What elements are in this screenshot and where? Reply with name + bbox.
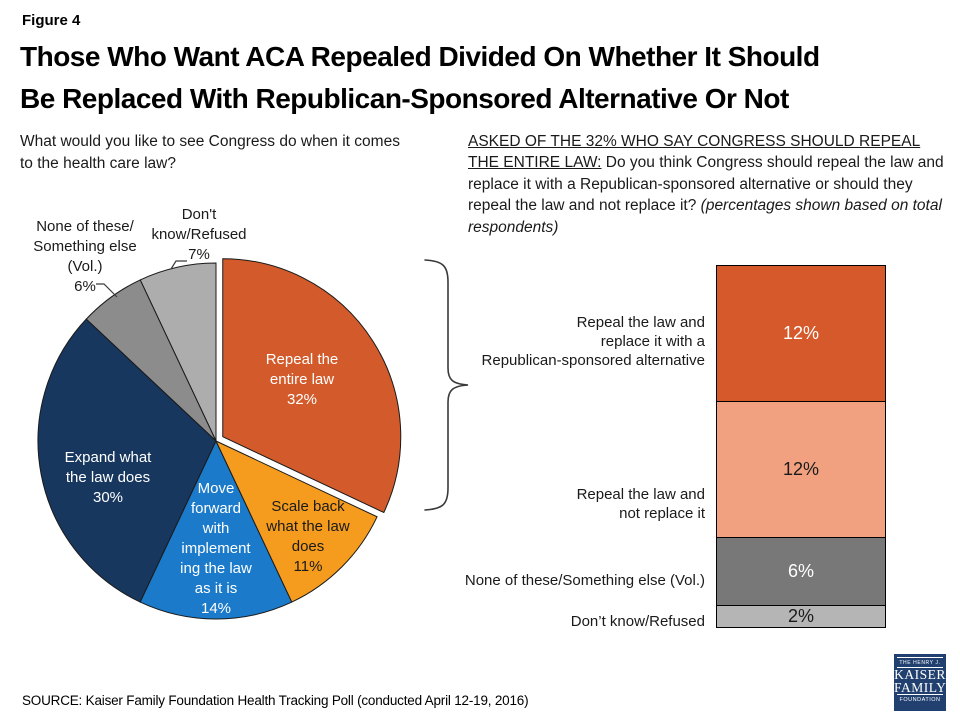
kff-logo: THE HENRY J. KAISER FAMILY FOUNDATION (894, 654, 946, 711)
survey-question-right: ASKED OF THE 32% WHO SAY CONGRESS SHOULD… (468, 131, 954, 238)
logo-rule-middle (897, 667, 943, 668)
question-right-underlined: ASKED OF THE 32% WHO SAY CONGRESS SHOULD… (468, 133, 921, 172)
survey-question-left: What would you like to see Congress do w… (20, 133, 400, 172)
pie-chart-area: None of these/ Something else (Vol.) 6% … (0, 200, 500, 650)
pie-label-move-forward: Move forward with implement ing the law … (180, 480, 252, 617)
bar-segment-value-2: 6% (787, 561, 814, 581)
bar-label-dont-know: Don’t know/Refused (570, 613, 705, 630)
bar-segment-0: 12% (716, 265, 886, 402)
pie-label-dont-know: Don't know/Refused 7% (151, 206, 247, 263)
question-right-normal: Do you think Congress should repeal the … (468, 154, 944, 215)
logo-text-foundation: FOUNDATION (899, 697, 941, 703)
source-note: SOURCE: Kaiser Family Foundation Health … (22, 693, 529, 708)
bar-segment-value-1: 12% (782, 459, 820, 479)
curly-brace-path (424, 259, 469, 511)
bar-label-none-of-these: None of these/Something else (Vol.) (464, 572, 705, 589)
logo-text-henry-j: THE HENRY J. (899, 660, 941, 666)
pie-label-scale-back: Scale back what the law does 11% (266, 498, 350, 575)
leader-line-dont-know (170, 260, 187, 270)
leader-line-none-of-these (96, 283, 118, 298)
stacked-bar-chart: 12% 12% 6% 2% (716, 265, 886, 631)
page-title: Those Who Want ACA Repealed Divided On W… (20, 41, 820, 114)
bar-segment-1: 12% (716, 401, 886, 538)
logo-text-family: FAMILY (894, 680, 947, 695)
pie-label-none-of-these: None of these/ Something else (Vol.) 6% (33, 218, 137, 295)
bar-label-repeal-replace: Repeal the law and replace it with a Rep… (481, 314, 705, 369)
pie-slice-0 (222, 258, 402, 514)
logo-text-kaiser: KAISER (894, 667, 946, 682)
question-right-italic: (percentages shown based on total respon… (468, 197, 942, 236)
figure-label: Figure 4 (22, 12, 81, 29)
bar-segment-2: 6% (716, 537, 886, 606)
bar-label-repeal-not-replace: Repeal the law and not replace it (576, 486, 705, 522)
pie-slice-1 (214, 439, 378, 603)
pie-label-repeal-entire-law: Repeal the entire law 32% (265, 351, 339, 408)
curly-brace (424, 259, 469, 511)
pie-chart (37, 258, 402, 620)
pie-label-expand-law: Expand what the law does 30% (64, 449, 152, 506)
logo-rule-bottom (897, 694, 943, 695)
pie-slice-2 (139, 439, 293, 620)
bar-segment-value-0: 12% (782, 323, 820, 343)
bar-segment-3: 2% (716, 605, 886, 628)
logo-rule-top (897, 657, 943, 658)
bar-segment-value-3: 2% (787, 606, 814, 626)
pie-slice-3 (37, 318, 217, 603)
